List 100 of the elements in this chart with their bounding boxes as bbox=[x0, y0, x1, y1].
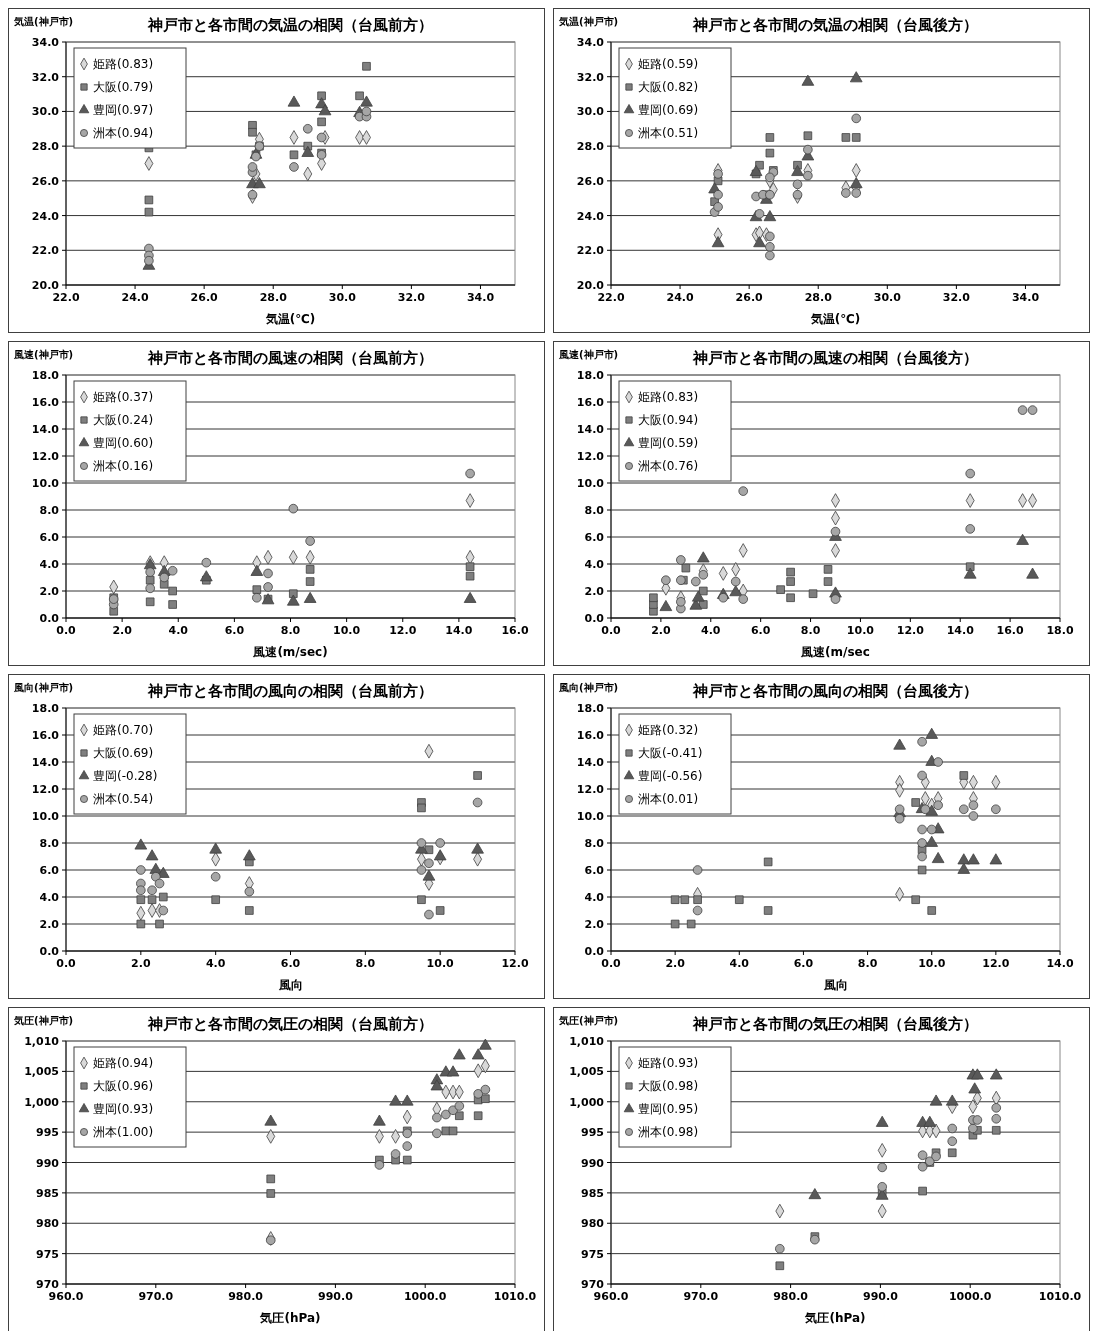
y-tick-label: 16.0 bbox=[576, 396, 605, 409]
legend-label: 姫路(0.94) bbox=[93, 1056, 154, 1070]
y-tick-label: 18.0 bbox=[576, 369, 605, 382]
x-tick-label: 12.0 bbox=[982, 957, 1010, 970]
y-tick-label: 16.0 bbox=[31, 729, 60, 742]
legend-label: 豊岡(-0.56) bbox=[638, 769, 703, 783]
chart-title: 神戸市と各市間の風速の相関（台風後方） bbox=[692, 349, 978, 367]
x-tick-label: 28.0 bbox=[259, 291, 288, 304]
y-tick-label: 1,000 bbox=[569, 1095, 605, 1109]
y-tick-label: 990 bbox=[581, 1156, 605, 1170]
y-tick-label: 26.0 bbox=[31, 174, 60, 188]
x-tick-label: 34.0 bbox=[1011, 291, 1040, 304]
y-tick-label: 12.0 bbox=[576, 450, 605, 463]
y-tick-label: 990 bbox=[36, 1156, 60, 1170]
legend-label: 洲本(0.01) bbox=[638, 792, 699, 806]
y-tick-label: 970 bbox=[581, 1278, 605, 1291]
x-tick-label: 2.0 bbox=[651, 624, 671, 637]
y-tick-label: 975 bbox=[581, 1247, 604, 1261]
y-axis-title: 気温(神戸市) bbox=[13, 16, 74, 27]
legend-label: 豊岡(0.93) bbox=[93, 1102, 154, 1116]
legend-label: 大阪(0.98) bbox=[638, 1079, 699, 1093]
legend-label: 大阪(0.94) bbox=[638, 413, 699, 427]
y-tick-label: 12.0 bbox=[31, 450, 60, 463]
y-tick-label: 14.0 bbox=[576, 423, 605, 436]
x-tick-label: 0.0 bbox=[56, 624, 77, 637]
legend-label: 大阪(0.69) bbox=[93, 746, 154, 760]
x-tick-label: 8.0 bbox=[280, 624, 301, 637]
y-tick-label: 0.0 bbox=[584, 945, 605, 958]
x-tick-label: 4.0 bbox=[168, 624, 189, 637]
legend-label: 大阪(0.79) bbox=[93, 80, 154, 94]
y-axis-title: 気温(神戸市) bbox=[558, 16, 619, 27]
x-tick-label: 990.0 bbox=[318, 1290, 354, 1303]
x-tick-label: 26.0 bbox=[735, 291, 764, 304]
y-tick-label: 4.0 bbox=[584, 891, 605, 904]
legend-label: 洲本(0.94) bbox=[93, 126, 154, 140]
x-tick-label: 1010.0 bbox=[1038, 1290, 1082, 1303]
x-tick-label: 24.0 bbox=[121, 291, 149, 304]
y-tick-label: 2.0 bbox=[39, 585, 60, 598]
legend-label: 姫路(0.83) bbox=[638, 390, 699, 404]
x-tick-label: 2.0 bbox=[665, 957, 686, 970]
y-axis-title: 気圧(神戸市) bbox=[13, 1015, 74, 1026]
x-tick-label: 2.0 bbox=[131, 957, 151, 970]
legend-label: 洲本(1.00) bbox=[93, 1125, 154, 1139]
x-tick-label: 2.0 bbox=[112, 624, 133, 637]
x-tick-label: 26.0 bbox=[190, 291, 219, 304]
y-tick-label: 995 bbox=[36, 1126, 59, 1140]
y-tick-label: 34.0 bbox=[31, 36, 60, 49]
chart-title: 神戸市と各市間の風向の相関（台風前方） bbox=[147, 682, 433, 700]
legend-label: 姫路(0.70) bbox=[93, 723, 154, 737]
legend-label: 豊岡(0.97) bbox=[93, 103, 154, 117]
x-axis-title: 風速(m/sec bbox=[800, 645, 870, 659]
x-tick-label: 18.0 bbox=[1046, 624, 1074, 637]
chart-title: 神戸市と各市間の風速の相関（台風前方） bbox=[147, 349, 433, 367]
y-tick-label: 1,000 bbox=[24, 1095, 60, 1109]
y-tick-label: 22.0 bbox=[31, 244, 60, 258]
x-tick-label: 1000.0 bbox=[403, 1290, 447, 1303]
legend-label: 豊岡(0.69) bbox=[638, 103, 699, 117]
x-axis-title: 風速(m/sec) bbox=[252, 645, 328, 659]
y-tick-label: 18.0 bbox=[576, 702, 605, 715]
y-tick-label: 8.0 bbox=[584, 837, 605, 850]
x-tick-label: 960.0 bbox=[48, 1290, 84, 1303]
y-tick-label: 4.0 bbox=[39, 558, 60, 571]
x-tick-label: 8.0 bbox=[355, 957, 376, 970]
y-tick-label: 980 bbox=[581, 1217, 605, 1231]
x-tick-label: 34.0 bbox=[466, 291, 495, 304]
y-tick-label: 985 bbox=[36, 1186, 59, 1200]
y-tick-label: 0.0 bbox=[584, 612, 605, 625]
legend-label: 姫路(0.83) bbox=[93, 57, 154, 71]
y-tick-label: 22.0 bbox=[576, 244, 605, 258]
y-tick-label: 14.0 bbox=[576, 756, 605, 769]
x-tick-label: 0.0 bbox=[56, 957, 77, 970]
y-tick-label: 995 bbox=[581, 1126, 604, 1140]
y-tick-label: 6.0 bbox=[39, 531, 60, 544]
x-tick-label: 980.0 bbox=[773, 1290, 809, 1303]
legend-label: 大阪(0.24) bbox=[93, 413, 154, 427]
x-axis-title: 気圧(hPa) bbox=[804, 1311, 866, 1325]
x-tick-label: 6.0 bbox=[280, 957, 301, 970]
legend-label: 洲本(0.76) bbox=[638, 459, 699, 473]
y-tick-label: 14.0 bbox=[31, 756, 60, 769]
x-tick-label: 4.0 bbox=[205, 957, 226, 970]
chart-title: 神戸市と各市間の風向の相関（台風後方） bbox=[692, 682, 978, 700]
x-tick-label: 12.0 bbox=[501, 957, 529, 970]
y-tick-label: 18.0 bbox=[31, 702, 60, 715]
x-tick-label: 10.0 bbox=[846, 624, 875, 637]
y-tick-label: 10.0 bbox=[576, 810, 605, 823]
y-tick-label: 1,005 bbox=[24, 1065, 59, 1079]
y-tick-label: 6.0 bbox=[584, 531, 605, 544]
legend-label: 姫路(0.37) bbox=[93, 390, 154, 404]
y-tick-label: 16.0 bbox=[31, 396, 60, 409]
x-tick-label: 1010.0 bbox=[493, 1290, 537, 1303]
x-tick-label: 990.0 bbox=[863, 1290, 899, 1303]
y-tick-label: 985 bbox=[581, 1186, 604, 1200]
legend-label: 洲本(0.16) bbox=[93, 459, 154, 473]
y-tick-label: 34.0 bbox=[576, 36, 605, 49]
y-tick-label: 8.0 bbox=[39, 504, 60, 517]
x-tick-label: 6.0 bbox=[750, 624, 771, 637]
chart-title: 神戸市と各市間の気温の相関（台風後方） bbox=[692, 16, 978, 34]
x-axis-title: 気圧(hPa) bbox=[259, 1311, 321, 1325]
y-tick-label: 8.0 bbox=[584, 504, 605, 517]
legend-label: 洲本(0.51) bbox=[638, 126, 699, 140]
